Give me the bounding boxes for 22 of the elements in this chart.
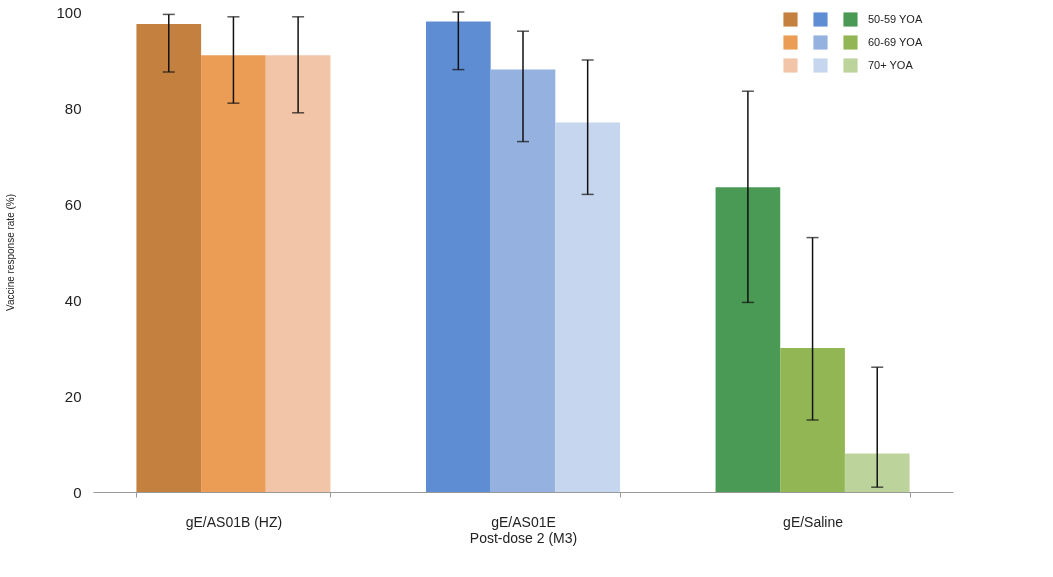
bar [844,453,910,492]
y-axis-title: Vaccine response rate (%) [5,193,17,312]
y-tick-label: 20 [64,387,82,405]
y-tick-label: 60 [64,195,82,213]
y-tick-label: 40 [64,291,82,309]
x-tick-label: gE/AS01B (HZ) [185,513,283,530]
bar [201,55,266,492]
legend-label: 70+ YOA [868,58,914,71]
bar [780,348,845,492]
y-tick-label: 100 [56,3,82,21]
legend-label: 60-69 YOA [868,35,923,48]
bar [555,122,620,492]
bar [426,21,491,492]
y-tick-label: 0 [73,483,82,501]
bar [265,55,331,492]
bar [490,69,556,492]
legend-label: 50-59 YOA [868,12,923,25]
y-tick-label: 80 [64,99,82,117]
bar [715,187,781,492]
x-tick-label: gE/AS01E Post-dose 2 (M3) [469,513,578,546]
bar [136,24,202,492]
x-tick-label: gE/Saline [783,513,844,530]
